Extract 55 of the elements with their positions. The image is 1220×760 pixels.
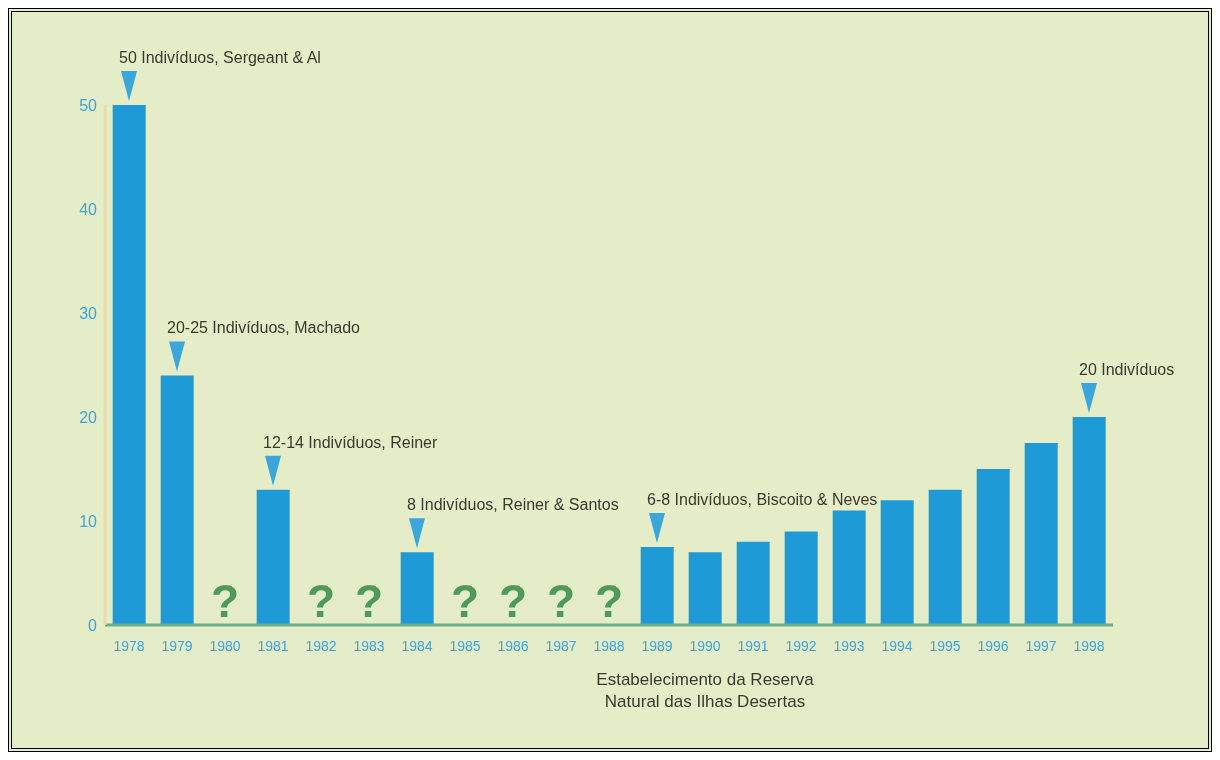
annotation: 8 Indivíduos, Reiner & Santos	[407, 496, 619, 514]
bar	[688, 552, 722, 625]
text: ?	[450, 575, 480, 627]
x-tick-label: 1979	[161, 638, 193, 654]
text: ?	[306, 575, 336, 627]
x-tick-label: 1995	[929, 638, 961, 654]
x-tick-label: 1989	[641, 638, 673, 654]
bar	[976, 469, 1010, 625]
bar	[832, 510, 866, 625]
x-tick-label: 1981	[257, 638, 289, 654]
text: ?	[210, 575, 240, 627]
x-tick-label: 1983	[353, 638, 385, 654]
text: ?	[498, 575, 528, 627]
annotation: 20 Indivíduos	[1079, 361, 1175, 378]
x-tick-label: 1987	[545, 638, 577, 654]
bar	[784, 531, 818, 625]
bar	[1024, 443, 1058, 625]
bar	[1072, 417, 1106, 625]
text: Estabelecimento da Reserva Natural das Ilhas Desertas	[596, 670, 815, 711]
x-tick-label: 1997	[1025, 638, 1057, 654]
y-tick-label: 10	[79, 512, 98, 530]
bar	[928, 489, 962, 625]
text: ?	[546, 575, 576, 627]
y-tick-label: 50	[79, 96, 98, 114]
x-tick-label: 1978	[113, 638, 145, 654]
bar	[112, 105, 146, 625]
x-tick-label: 1998	[1073, 638, 1105, 654]
x-tick-label: 1984	[401, 638, 433, 654]
y-tick-label: 20	[79, 408, 98, 426]
x-tick-label: 1980	[209, 638, 241, 654]
annotation: 12-14 Indivíduos, Reiner	[263, 433, 438, 451]
x-tick-label: 1990	[689, 638, 721, 654]
x-tick-label: 1982	[305, 638, 337, 654]
x-tick-label: 1993	[833, 638, 865, 654]
y-tick-label: 0	[88, 616, 98, 634]
x-tick-label: 1996	[977, 638, 1009, 654]
y-tick-label: 40	[79, 200, 98, 218]
annotation: 50 Indivíduos, Sergeant & Al	[119, 49, 321, 66]
annotation: 6-8 Indivíduos, Biscoito & Neves	[647, 491, 878, 508]
bar	[400, 552, 434, 625]
bar	[736, 541, 770, 625]
bar	[880, 500, 914, 625]
text: ?	[354, 575, 384, 627]
x-tick-label: 1991	[737, 638, 769, 654]
x-tick-label: 1988	[593, 638, 625, 654]
bar	[640, 547, 674, 625]
bar	[256, 489, 290, 625]
bar	[160, 375, 194, 625]
text: ?	[594, 575, 624, 627]
x-tick-label: 1986	[497, 638, 529, 654]
annotation: 20-25 Indivíduos, Machado	[167, 319, 361, 337]
x-tick-label: 1994	[881, 638, 913, 654]
y-tick-label: 30	[79, 304, 98, 322]
x-tick-label: 1992	[785, 638, 817, 654]
x-tick-label: 1985	[449, 638, 481, 654]
